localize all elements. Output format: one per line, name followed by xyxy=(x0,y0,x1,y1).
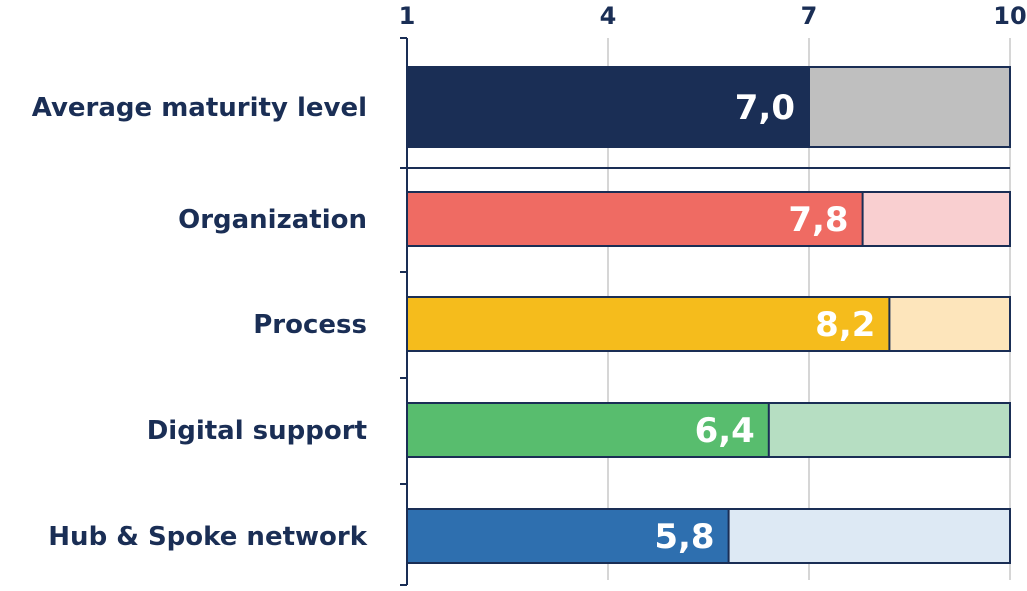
category-labels: Average maturity level Organization Proces… xyxy=(32,93,368,552)
tick-label-4: 4 xyxy=(600,2,617,30)
bar-2 xyxy=(406,296,891,352)
category-label-2: Process xyxy=(253,310,367,340)
value-label-3: 6,4 xyxy=(695,411,755,451)
value-label-1: 7,8 xyxy=(788,200,848,240)
value-label-4: 5,8 xyxy=(654,517,714,557)
bar-1 xyxy=(406,191,864,247)
category-label-1: Organization xyxy=(178,205,367,235)
value-label-0: 7,0 xyxy=(735,88,795,128)
category-label-3: Digital support xyxy=(147,416,367,446)
y-axis xyxy=(400,37,1010,586)
category-label-0: Average maturity level xyxy=(32,93,367,123)
bars: 7,0 7,8 8,2 6,4 5,8 xyxy=(406,66,1011,564)
tick-label-10: 10 xyxy=(993,2,1026,30)
tick-label-7: 7 xyxy=(801,2,818,30)
category-label-4: Hub & Spoke network xyxy=(48,522,367,552)
x-axis-ticks: 1 4 7 10 xyxy=(399,2,1027,30)
value-label-2: 8,2 xyxy=(815,305,875,345)
bar-0 xyxy=(406,66,810,148)
tick-label-1: 1 xyxy=(399,2,416,30)
